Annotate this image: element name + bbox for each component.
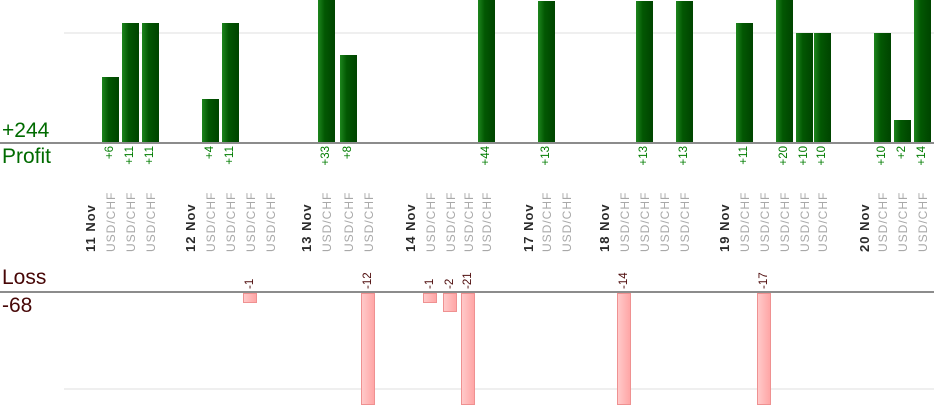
profit-value-label: +14 [916, 146, 928, 166]
loss-bar [617, 293, 631, 405]
profit-value-label: +11 [738, 146, 750, 165]
symbol-label: USD/CHF [480, 191, 494, 252]
profit-value-label: +10 [816, 146, 828, 166]
loss-bar [461, 293, 475, 405]
date-label: 14 Nov [403, 203, 418, 252]
symbol-label: USD/CHF [798, 191, 812, 252]
loss-value-label: -2 [444, 278, 456, 289]
loss-value-label: -14 [618, 272, 630, 289]
symbol-label: USD/CHF [264, 191, 278, 252]
loss-value-label: -1 [244, 278, 256, 289]
profit-bar [478, 0, 495, 142]
date-label: 20 Nov [857, 203, 872, 252]
symbol-label: USD/CHF [244, 191, 258, 252]
profit-bar [202, 99, 219, 142]
loss-bar [443, 293, 457, 312]
profit-value-label: +33 [320, 146, 332, 166]
loss-value-label: -1 [424, 278, 436, 289]
profit-bar [914, 0, 931, 142]
loss-bar [243, 293, 257, 303]
profit-bar [814, 33, 831, 142]
symbol-label: USD/CHF [342, 191, 356, 252]
profit-value-label: +13 [540, 146, 552, 166]
profit-bar [636, 1, 653, 142]
symbol-label: USD/CHF [876, 191, 890, 252]
profit-value-label: +11 [224, 146, 236, 165]
profit-gridline [64, 32, 934, 34]
profit-axis-title: Profit [2, 145, 52, 168]
symbol-label: USD/CHF [658, 191, 672, 252]
loss-total: -68 [2, 294, 33, 317]
loss-bar [423, 293, 437, 303]
loss-gridline [64, 388, 934, 390]
symbol-label: USD/CHF [224, 191, 238, 252]
profit-value-label: +44 [480, 146, 492, 166]
symbol-label: USD/CHF [104, 191, 118, 252]
symbol-label: USD/CHF [540, 191, 554, 252]
date-label: 12 Nov [183, 203, 198, 252]
loss-axis-line [0, 291, 934, 293]
symbol-label: USD/CHF [738, 191, 752, 252]
profit-bar [340, 55, 357, 142]
symbol-label: USD/CHF [124, 191, 138, 252]
symbol-label: USD/CHF [896, 191, 910, 252]
symbol-label: USD/CHF [144, 191, 158, 252]
loss-value-label: -12 [362, 272, 374, 289]
symbol-label: USD/CHF [778, 191, 792, 252]
loss-value-label: -21 [462, 272, 474, 289]
loss-axis-title: Loss [2, 266, 47, 289]
date-label: 13 Nov [299, 203, 314, 252]
profit-axis-line [0, 142, 934, 144]
profit-value-label: +20 [778, 146, 790, 166]
symbol-label: USD/CHF [560, 191, 574, 252]
profit-value-label: +2 [896, 146, 908, 160]
date-label: 19 Nov [717, 203, 732, 252]
symbol-label: USD/CHF [424, 191, 438, 252]
symbol-label: USD/CHF [638, 191, 652, 252]
loss-value-label: -17 [758, 272, 770, 289]
profit-value-label: +8 [342, 146, 354, 160]
profit-bar [102, 77, 119, 142]
profit-value-label: +10 [876, 146, 888, 166]
profit-bar [874, 33, 891, 142]
profit-bar [142, 23, 159, 142]
profit-value-label: +11 [124, 146, 136, 165]
symbol-label: USD/CHF [618, 191, 632, 252]
profit-bar [894, 120, 911, 142]
profit-value-label: +4 [204, 146, 216, 160]
loss-bar [361, 293, 375, 405]
symbol-label: USD/CHF [678, 191, 692, 252]
symbol-label: USD/CHF [362, 191, 376, 252]
profit-bar [318, 0, 335, 142]
date-label: 11 Nov [83, 204, 98, 252]
symbol-label: USD/CHF [816, 191, 830, 252]
symbol-label: USD/CHF [916, 191, 930, 252]
symbol-label: USD/CHF [462, 191, 476, 252]
profit-bar [538, 1, 555, 142]
profit-value-label: +6 [104, 146, 116, 160]
loss-bar [757, 293, 771, 405]
profit-bar [796, 33, 813, 142]
profit-value-label: +13 [638, 146, 650, 166]
symbol-label: USD/CHF [204, 191, 218, 252]
symbol-label: USD/CHF [758, 191, 772, 252]
profit-value-label: +13 [678, 146, 690, 166]
profit-bar [676, 1, 693, 142]
symbol-label: USD/CHF [320, 191, 334, 252]
profit-bar [222, 23, 239, 142]
profit-total: +244 [2, 119, 50, 142]
date-label: 17 Nov [521, 203, 536, 252]
profit-value-label: +11 [144, 146, 156, 165]
date-label: 18 Nov [597, 203, 612, 252]
symbol-label: USD/CHF [444, 191, 458, 252]
profit-bar [736, 23, 753, 142]
profit-value-label: +10 [798, 146, 810, 166]
profit-bar [776, 0, 793, 142]
profit-bar [122, 23, 139, 142]
